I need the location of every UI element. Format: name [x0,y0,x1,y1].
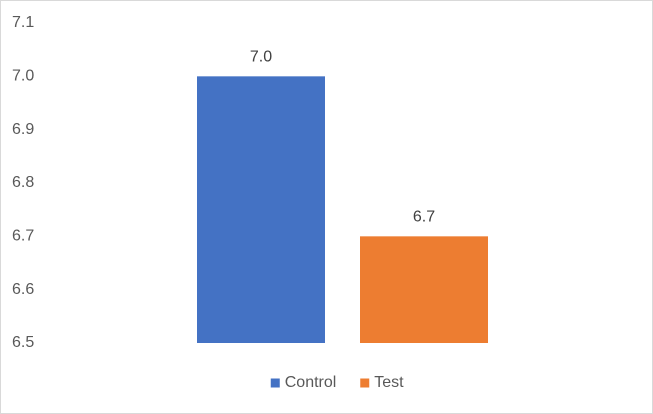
y-tick-label: 6.7 [12,228,34,245]
legend-label: Control [285,374,337,391]
data-label: 7.0 [250,49,272,66]
legend-swatch [360,378,370,388]
legend-label: Test [374,374,404,391]
bar [360,236,488,343]
legend-swatch [270,378,280,388]
bar [197,76,325,343]
y-tick-label: 7.1 [12,14,34,31]
y-tick-label: 6.8 [12,174,34,191]
y-tick-label: 6.9 [12,121,34,138]
y-tick-label: 6.6 [12,281,34,298]
data-label: 6.7 [413,209,435,226]
y-tick-label: 7.0 [12,68,34,85]
y-tick-label: 6.5 [12,334,34,351]
